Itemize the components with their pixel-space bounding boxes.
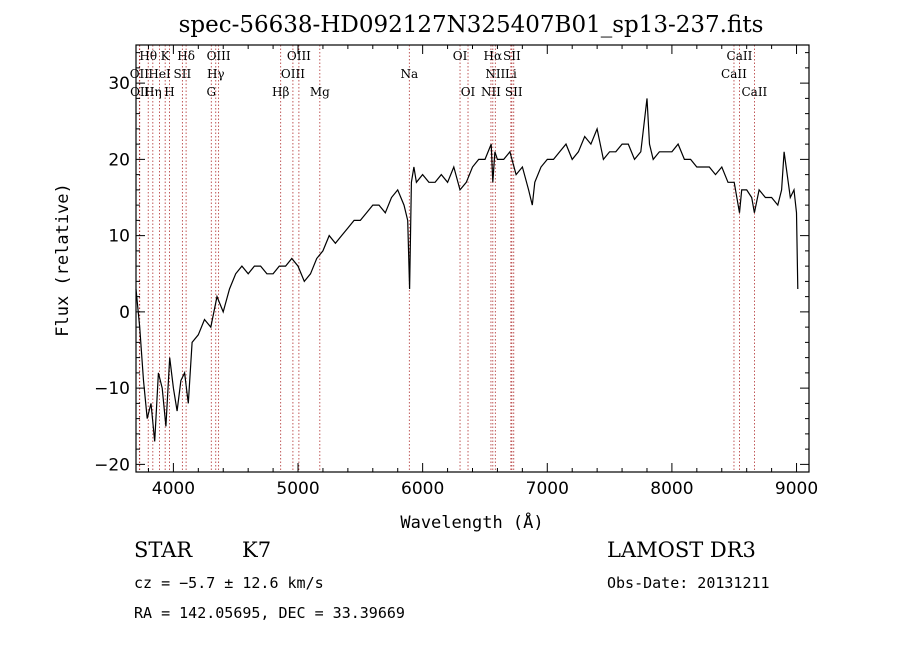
x-tick-label-4: 8000 [650,479,693,499]
line-label-7: SII [503,49,521,63]
line-label-1: K [161,49,171,63]
x-axis-ticks: 4000 5000 6000 7000 8000 9000 [147,45,818,499]
plot-frame [135,44,810,473]
survey-name: LAMOST DR3 [607,538,756,562]
chart-title: spec-56638-HD092127N325407B01_sp13-237.f… [179,12,764,38]
line-label-5: OI [453,49,468,63]
object-class: STAR [134,538,193,562]
line-label-23: Mg [310,85,330,99]
line-label-9: OII [130,67,150,81]
line-label-18: OII [130,85,150,99]
x-tick-label-1: 5000 [276,479,319,499]
emission-line-markers [138,45,755,472]
x-tick-label-2: 6000 [401,479,444,499]
line-label-13: OIII [281,67,305,81]
line-label-24: OI [461,85,476,99]
x-tick-label-3: 7000 [526,479,569,499]
line-label-8: CaII [727,49,753,63]
line-label-12: Hγ [207,67,225,81]
spectrum-series-line [135,98,799,442]
y-tick-label-0: −20 [94,455,130,475]
line-label-25: NII [481,85,501,99]
y-axis-label: Flux (relative) [53,183,73,337]
y-tick-label-5: 30 [108,74,130,94]
y-tick-label-1: −10 [94,379,130,399]
line-label-26: SII [505,85,523,99]
line-label-11: SII [174,67,192,81]
observation-date: Obs-Date: 20131211 [607,574,770,592]
line-label-15: NII [485,67,505,81]
coordinates: RA = 142.05695, DEC = 33.39669 [134,604,405,622]
line-label-22: Hβ [272,85,289,99]
x-tick-label-5: 9000 [775,479,818,499]
line-label-20: H [164,85,174,99]
object-subclass: K7 [242,538,272,562]
line-label-4: OIII [287,49,311,63]
y-tick-label-3: 10 [108,227,130,247]
line-label-14: Na [400,67,418,81]
y-tick-label-2: 0 [119,303,130,323]
line-label-2: Hδ [177,49,195,63]
y-axis-ticks: −20 −10 0 10 20 30 [94,52,809,475]
line-label-17: CaII [721,67,747,81]
y-tick-label-4: 20 [108,150,130,170]
line-label-0: Hθ [139,49,157,63]
line-label-3: OIII [207,49,231,63]
line-label-10: HeI [148,67,171,81]
line-label-19: Hη [144,85,162,99]
redshift-cz: cz = −5.7 ± 12.6 km/s [134,574,324,592]
line-label-16: Li [505,67,517,81]
line-label-21: G [206,85,216,99]
x-tick-label-0: 4000 [152,479,195,499]
x-axis-label: Wavelength (Å) [400,511,543,533]
line-label-27: CaII [741,85,767,99]
line-label-6: Hα [484,49,503,63]
